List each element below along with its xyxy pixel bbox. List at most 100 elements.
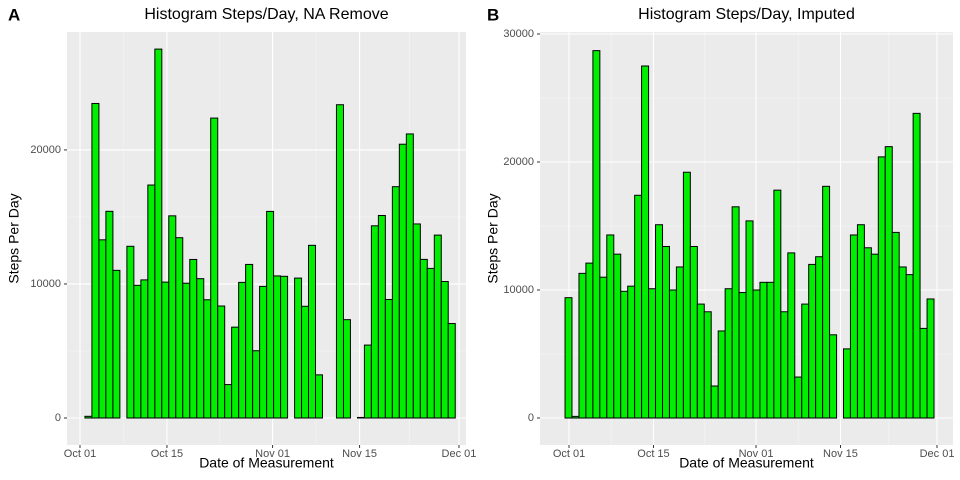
bar xyxy=(822,185,831,419)
bar xyxy=(203,299,212,419)
x-tick-label: Oct 01 xyxy=(553,448,585,460)
bar xyxy=(877,156,886,419)
x-tick-label: Oct 15 xyxy=(151,448,183,460)
bar xyxy=(891,231,900,419)
chart-title: Histogram Steps/Day, NA Remove xyxy=(144,6,388,23)
y-tick-label: 10000 xyxy=(503,284,534,296)
bar xyxy=(308,244,317,419)
bar xyxy=(738,292,747,419)
bar xyxy=(196,278,205,419)
bar xyxy=(126,245,135,419)
bar xyxy=(91,102,100,419)
bar xyxy=(84,415,93,419)
bar xyxy=(856,224,865,419)
bar xyxy=(627,285,636,419)
bar xyxy=(335,104,344,419)
bar xyxy=(655,224,664,419)
panel: 0 10000 20000 30000 Oct 01 Oct 15 Nov 01 Nov 15… xyxy=(485,5,955,470)
bar xyxy=(224,384,233,419)
bar xyxy=(585,262,594,419)
bar xyxy=(668,289,677,419)
bar xyxy=(189,258,198,419)
bar xyxy=(752,289,761,419)
bar xyxy=(280,275,289,419)
bar xyxy=(252,350,261,419)
bar xyxy=(140,279,149,419)
y-tick-label: 20000 xyxy=(30,144,61,156)
bar xyxy=(710,385,719,419)
bar xyxy=(808,263,817,419)
bar xyxy=(884,146,893,419)
bar xyxy=(745,220,754,419)
bar xyxy=(648,288,657,419)
bar xyxy=(787,252,796,419)
bar xyxy=(112,269,121,419)
bar xyxy=(843,348,851,419)
bar xyxy=(356,416,365,419)
bar xyxy=(829,334,838,419)
chart-title: Histogram Steps/Day, Imputed xyxy=(638,6,855,23)
bar xyxy=(912,112,921,419)
bar xyxy=(634,194,643,419)
bar xyxy=(731,206,740,419)
y-axis-title: Steps Per Day xyxy=(6,193,22,283)
y-tick-label: 10000 xyxy=(30,278,61,290)
bar xyxy=(724,288,733,419)
x-tick-label: Nov 15 xyxy=(342,448,377,460)
bar xyxy=(245,263,254,419)
bar xyxy=(384,299,393,419)
panel-tag: B xyxy=(487,5,499,24)
bar xyxy=(210,117,219,419)
x-tick-label: Nov 15 xyxy=(823,448,858,460)
bar xyxy=(377,214,386,419)
bar xyxy=(217,305,226,419)
bar xyxy=(412,223,421,419)
y-tick-label: 20000 xyxy=(503,156,534,168)
bar xyxy=(133,284,142,419)
bar xyxy=(266,210,275,419)
bar xyxy=(675,266,684,419)
bar xyxy=(717,330,726,419)
bar xyxy=(849,234,858,419)
bar xyxy=(682,171,691,419)
bar xyxy=(815,256,824,419)
bar xyxy=(147,184,156,419)
bar xyxy=(926,298,935,419)
bar xyxy=(168,215,177,419)
bar xyxy=(182,282,191,419)
bar xyxy=(273,275,282,419)
bar xyxy=(773,189,782,419)
y-tick-label: 0 xyxy=(55,412,61,424)
bar xyxy=(898,266,907,419)
panel: 0 10000 20000 Oct 01 Oct 15 Nov 01 Nov 15 Dec 0… xyxy=(6,5,477,470)
bar xyxy=(419,258,428,419)
bar xyxy=(592,50,601,419)
y-axis-title: Steps Per Day xyxy=(485,193,501,283)
bar xyxy=(571,415,580,419)
bar xyxy=(703,311,712,419)
bar xyxy=(405,133,414,419)
bar xyxy=(370,225,379,419)
bar xyxy=(398,143,407,419)
bar xyxy=(794,376,803,419)
bar xyxy=(301,305,309,419)
x-axis-title: Date of Measurement xyxy=(199,455,334,471)
bar xyxy=(662,245,670,419)
panel-tag: A xyxy=(8,5,20,24)
bar xyxy=(599,276,608,419)
bar xyxy=(154,48,163,419)
x-tick-label: Oct 01 xyxy=(64,448,96,460)
bar xyxy=(696,303,705,419)
bar xyxy=(105,210,114,419)
bar xyxy=(363,344,372,419)
bar xyxy=(426,267,435,419)
bar xyxy=(766,281,775,419)
bar xyxy=(780,311,789,419)
bar xyxy=(315,374,323,419)
bar xyxy=(447,323,456,419)
bar xyxy=(613,253,622,419)
x-tick-label: Oct 15 xyxy=(637,448,669,460)
y-tick-label: 30000 xyxy=(503,28,534,40)
bar xyxy=(578,272,587,419)
